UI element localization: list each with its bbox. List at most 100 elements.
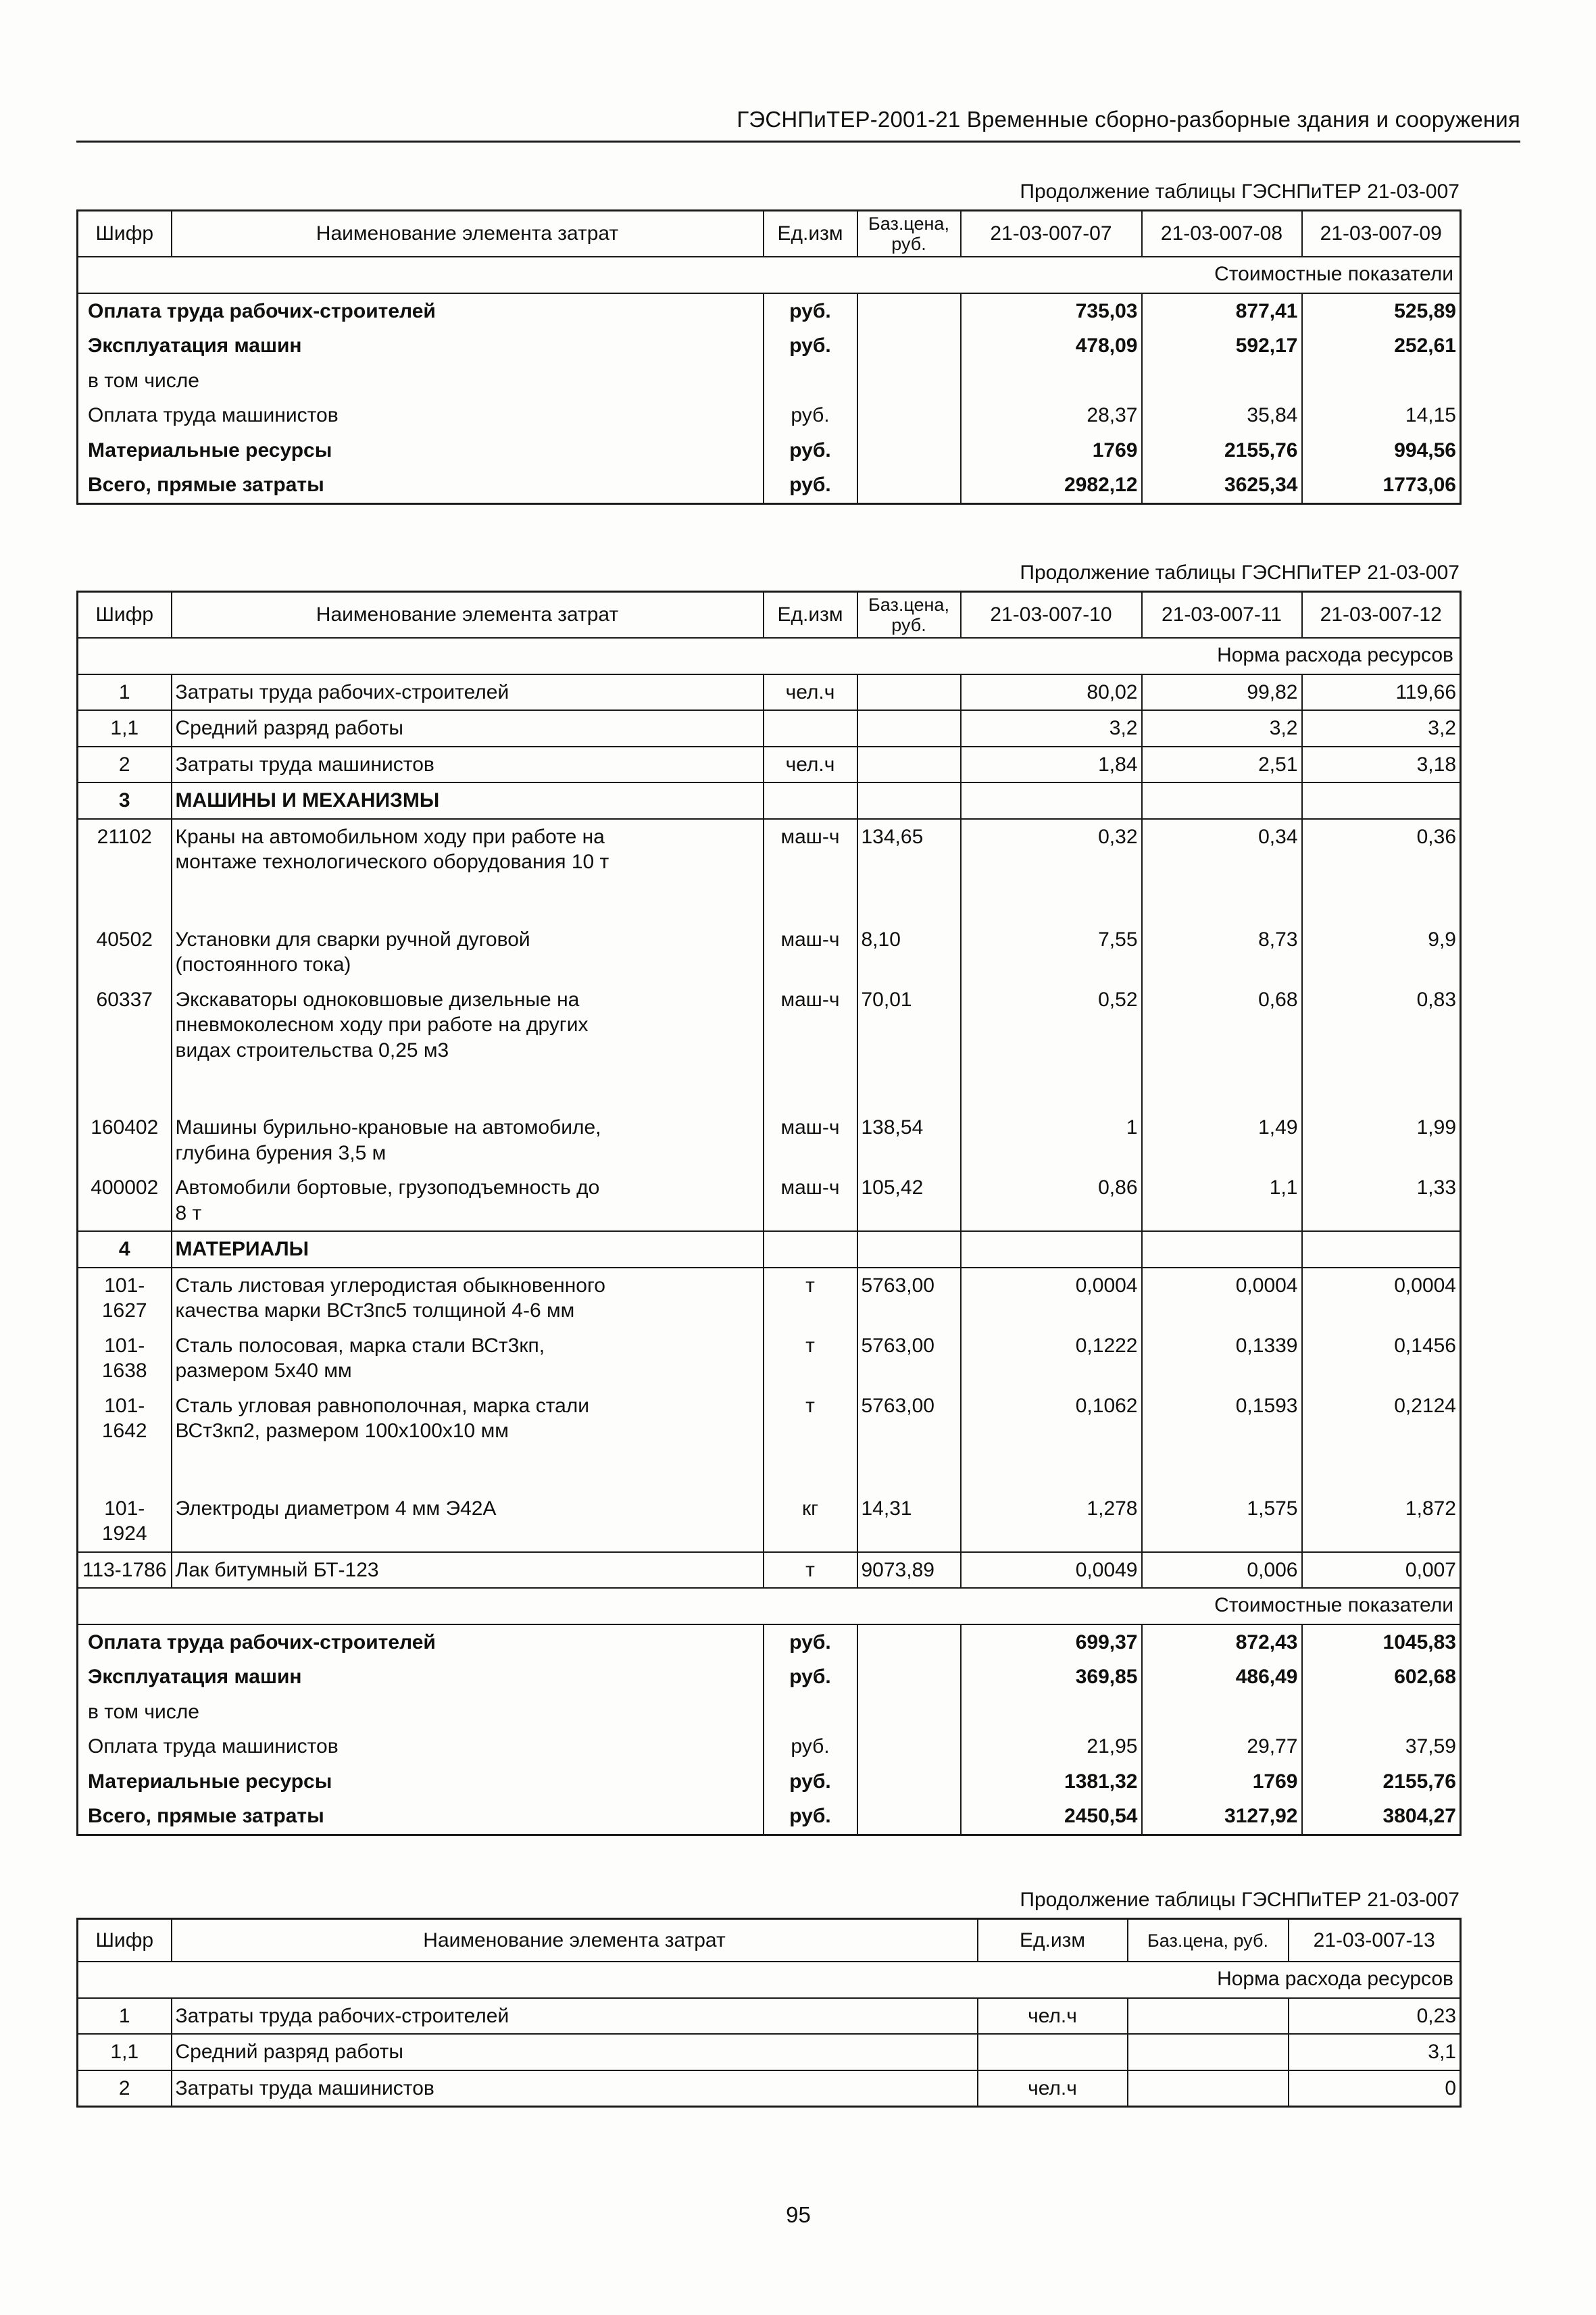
row-name-text: МАТЕРИАЛЫ: [175, 1238, 309, 1261]
row-name: Оплата труда машинистов: [76, 398, 764, 433]
row-base-price: 5763,00: [856, 1267, 962, 1328]
row-value: 14,15: [1301, 398, 1462, 433]
row-name-text: Лак битумный БТ-123: [175, 1558, 379, 1581]
row-value: [959, 1694, 1143, 1730]
row-code: 1: [76, 1997, 172, 2035]
row-value: 3,1: [1287, 2034, 1462, 2071]
table-row: 1 Затраты труда рабочих-строителей чел.ч 80…: [76, 674, 1462, 712]
row-unit: чел.ч: [976, 2070, 1128, 2108]
column-header: Наименование элемента затрат: [170, 210, 764, 258]
header-row: Шифр Наименование элемента затрат Ед.изм Ба…: [76, 210, 1462, 258]
table-row: в том числе: [76, 1694, 1462, 1730]
row-code: 101-1638: [76, 1328, 172, 1389]
band-row: Норма расхода ресурсов: [76, 1962, 1462, 1999]
row-code: 101-1924: [76, 1491, 172, 1553]
table-row: 101-1638 Сталь полосовая, марка стали ВСт…: [76, 1328, 1462, 1389]
row-name-text: Средний разряд работы: [175, 717, 403, 740]
column-header: 21-03-007-11: [1141, 591, 1303, 639]
row-code: 2: [76, 746, 172, 784]
document-page: ГЭСНПиТЕР-2001-21 Временные сборно-разбо…: [76, 107, 1520, 2228]
row-name: Оплата труда рабочих-строителей: [76, 1624, 764, 1660]
header-row: Шифр Наименование элемента затрат Ед.изм Ба…: [76, 1918, 1462, 1963]
row-code: 400002: [76, 1170, 172, 1233]
row-value: 1773,06: [1301, 468, 1462, 504]
row-base-price: 5763,00: [856, 1388, 962, 1491]
column-header: Ед.изм: [762, 591, 858, 639]
table-row: 101-1627 Сталь листовая углеродистая обык…: [76, 1267, 1462, 1328]
row-name-text: МАШИНЫ И МЕХАНИЗМЫ: [175, 789, 440, 812]
row-value: [1301, 1231, 1462, 1268]
table-row: 4 МАТЕРИАЛЫ: [76, 1231, 1462, 1268]
row-base-price: [1126, 1997, 1289, 2035]
row-base-price: [856, 1729, 962, 1764]
row-value: 0,36: [1301, 818, 1462, 922]
row-name: Электроды диаметром 4 мм Э42А: [170, 1491, 764, 1553]
estimate-table-07-09: Шифр Наименование элемента затрат Ед.изм Ба…: [76, 209, 1462, 505]
row-value: 0,1593: [1141, 1388, 1303, 1491]
row-unit: [762, 1231, 858, 1268]
row-unit: маш-ч: [762, 1170, 858, 1233]
row-code: 160402: [76, 1110, 172, 1171]
table-row: 21102 Краны на автомобильном ходу при раб…: [76, 818, 1462, 922]
row-unit: руб.: [762, 1624, 858, 1660]
row-value: 1,99: [1301, 1110, 1462, 1171]
band-row: Норма расхода ресурсов: [76, 638, 1462, 675]
row-unit: чел.ч: [762, 674, 858, 712]
row-value: 0,007: [1301, 1551, 1462, 1589]
row-value: 0,0004: [1141, 1267, 1303, 1328]
table-head: Шифр Наименование элемента затрат Ед.изм Ба…: [76, 1918, 1462, 1963]
row-name: в том числе: [76, 363, 764, 399]
row-value: 80,02: [959, 674, 1143, 712]
row-value: 8,73: [1141, 922, 1303, 982]
row-name-text: Затраты труда рабочих-строителей: [175, 2004, 509, 2027]
row-name: Экскаваторы одноковшовые дизельные на пн…: [170, 982, 764, 1111]
row-base-price: [856, 674, 962, 712]
table-row: 1,1 Средний разряд работы 3,2 3,2 3,2: [76, 710, 1462, 747]
table-row: 40502 Установки для сварки ручной дуговой…: [76, 922, 1462, 982]
table-block-resources-13: Продолжение таблицы ГЭСНПиТЕР 21-03-007 …: [76, 1889, 1462, 2108]
row-value: 1: [959, 1110, 1143, 1171]
column-header: Шифр: [76, 1918, 172, 1963]
row-unit: маш-ч: [762, 1110, 858, 1171]
row-unit: т: [762, 1328, 858, 1389]
row-name-text: Затраты труда рабочих-строителей: [175, 680, 509, 703]
table-row: Оплата труда рабочих-строителей руб. 699,3…: [76, 1624, 1462, 1660]
row-unit: т: [762, 1388, 858, 1491]
row-value: 0,1062: [959, 1388, 1143, 1491]
row-value: 525,89: [1301, 293, 1462, 329]
row-name: Эксплуатация машин: [76, 1660, 764, 1695]
row-code: 60337: [76, 982, 172, 1111]
row-value: 1381,32: [959, 1764, 1143, 1799]
row-value: 0,23: [1287, 1997, 1462, 2035]
row-name: Автомобили бортовые, грузоподъемность до…: [170, 1170, 764, 1233]
row-code: 1,1: [76, 2034, 172, 2071]
row-name-text: Средний разряд работы: [175, 2041, 403, 2064]
row-value: 2450,54: [959, 1799, 1143, 1835]
row-name-text: Автомобили бортовые, грузоподъемность до…: [175, 1176, 600, 1224]
row-unit: маш-ч: [762, 818, 858, 922]
row-value: 3804,27: [1301, 1799, 1462, 1835]
column-header: 21-03-007-12: [1301, 591, 1462, 639]
row-unit: руб.: [762, 1729, 858, 1764]
row-unit: руб.: [762, 293, 858, 329]
row-name: Сталь листовая углеродистая обыкновенног…: [170, 1267, 764, 1328]
row-value: 3,18: [1301, 746, 1462, 784]
row-value: 486,49: [1141, 1660, 1303, 1695]
row-name: Эксплуатация машин: [76, 328, 764, 364]
row-name: Материальные ресурсы: [76, 432, 764, 468]
row-value: 3625,34: [1141, 468, 1303, 504]
row-unit: кг: [762, 1491, 858, 1553]
row-unit: т: [762, 1267, 858, 1328]
row-name-text: Установки для сварки ручной дуговой (пос…: [175, 928, 530, 976]
row-value: [959, 1231, 1143, 1268]
row-value: 872,43: [1141, 1624, 1303, 1660]
row-code: 3: [76, 782, 172, 820]
row-value: 0,34: [1141, 818, 1303, 922]
row-value: 1,33: [1301, 1170, 1462, 1233]
band-row: Стоимостные показатели: [76, 257, 1462, 294]
row-value: 1,49: [1141, 1110, 1303, 1171]
row-unit: [762, 363, 858, 399]
table-row: Эксплуатация машин руб. 478,09 592,17 252,61: [76, 328, 1462, 364]
row-name: Средний разряд работы: [170, 710, 764, 747]
page-number: 95: [786, 2202, 811, 2228]
